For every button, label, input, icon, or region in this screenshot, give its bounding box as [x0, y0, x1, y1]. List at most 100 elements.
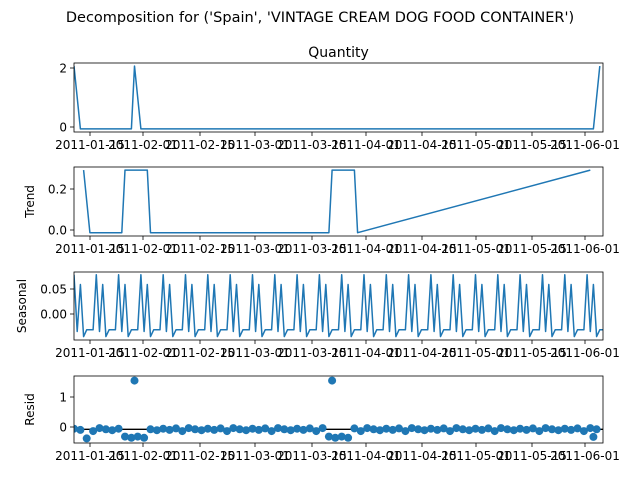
- resid-point: [490, 427, 499, 436]
- resid-point: [433, 425, 442, 434]
- resid-point: [146, 425, 155, 434]
- resid-point: [407, 424, 416, 433]
- plot-area: [74, 376, 603, 443]
- y-tick-label: 2: [59, 62, 67, 76]
- seasonal-line: [74, 274, 603, 338]
- axes-frame: [73, 271, 604, 341]
- resid-point: [140, 433, 149, 442]
- x-tick-label: 2011-05-01: [441, 449, 511, 463]
- resid-point: [560, 424, 569, 433]
- resid-point: [286, 426, 295, 435]
- resid-point: [95, 424, 104, 433]
- axes-frame: [73, 62, 604, 133]
- resid-point: [509, 426, 518, 435]
- x-tick-label: 2011-02-01: [108, 138, 178, 152]
- x-tick-label: 2011-06-01: [550, 242, 620, 256]
- resid-point: [375, 426, 384, 435]
- x-tick-label: 2011-02-15: [165, 449, 235, 463]
- resid-point: [484, 424, 493, 433]
- resid-point: [471, 424, 480, 433]
- resid-point: [446, 427, 454, 436]
- x-tick-label: 2011-01-15: [55, 449, 125, 463]
- resid-point: [318, 424, 327, 433]
- resid-point: [229, 424, 238, 433]
- x-tick-label: 2011-05-01: [441, 346, 511, 360]
- x-tick-label: 2011-03-01: [220, 242, 290, 256]
- resid-point: [369, 425, 378, 434]
- resid-point: [477, 425, 486, 434]
- resid-point: [567, 425, 576, 434]
- x-tick-label: 2011-06-01: [550, 138, 620, 152]
- panel-1: Quantity2011-01-152011-02-012011-02-1520…: [55, 45, 620, 152]
- resid-point: [426, 424, 435, 433]
- x-tick-label: 2011-05-01: [441, 138, 511, 152]
- x-tick-label: 2011-04-15: [387, 449, 457, 463]
- figure-suptitle: Decomposition for ('Spain', 'VINTAGE CRE…: [66, 10, 574, 26]
- resid-point: [350, 424, 359, 433]
- resid-point: [535, 427, 544, 436]
- resid-point-outlier: [589, 432, 598, 441]
- x-tick-label: 2011-04-01: [331, 346, 401, 360]
- resid-point: [178, 427, 187, 436]
- resid-point: [452, 424, 461, 433]
- resid-point: [242, 426, 251, 435]
- resid-point: [280, 425, 289, 434]
- resid-point: [89, 427, 98, 436]
- resid-point: [216, 424, 225, 433]
- y-tick-label: 0.05: [40, 283, 67, 297]
- x-tick-label: 2011-06-01: [550, 346, 620, 360]
- resid-point: [210, 425, 219, 434]
- x-tick-label: 2011-02-15: [165, 242, 235, 256]
- panel-3: Seasonal2011-01-152011-02-012011-02-1520…: [15, 271, 620, 360]
- x-tick-label: 2011-04-15: [387, 138, 457, 152]
- x-tick-label: 2011-05-15: [497, 242, 567, 256]
- resid-point: [254, 425, 263, 434]
- x-tick-label: 2011-02-01: [108, 346, 178, 360]
- resid-point: [503, 425, 512, 434]
- resid-point: [541, 424, 550, 433]
- y-tick-label: 0: [59, 421, 67, 435]
- x-tick-label: 2011-01-15: [55, 242, 125, 256]
- x-tick-label: 2011-01-15: [55, 346, 125, 360]
- resid-point: [522, 425, 531, 434]
- resid-point: [127, 433, 136, 442]
- resid-point: [395, 424, 403, 433]
- resid-point: [439, 424, 448, 433]
- x-tick-label: 2011-03-15: [277, 242, 347, 256]
- axes-frame: [73, 166, 604, 237]
- series-line: [74, 65, 601, 130]
- resid-point: [305, 424, 314, 433]
- x-tick-label: 2011-02-01: [108, 449, 178, 463]
- resid-point: [121, 432, 129, 441]
- plot-area: [74, 274, 603, 338]
- y-tick-label: 0.2: [48, 183, 67, 197]
- resid-point: [497, 424, 505, 433]
- x-tick-label: 2011-05-15: [497, 346, 567, 360]
- x-tick-label: 2011-01-15: [55, 138, 125, 152]
- resid-point: [274, 424, 282, 433]
- resid-point: [465, 426, 474, 435]
- resid-point: [528, 424, 537, 433]
- y-tick-label: 0: [59, 121, 67, 135]
- resid-point: [248, 424, 257, 433]
- x-tick-label: 2011-05-15: [497, 449, 567, 463]
- resid-point: [344, 433, 353, 442]
- resid-point: [299, 425, 308, 434]
- resid-point: [172, 424, 180, 433]
- resid-point: [420, 426, 429, 435]
- y-tick-label: 0.0: [48, 224, 67, 238]
- resid-point: [203, 424, 212, 433]
- x-tick-label: 2011-05-01: [441, 242, 511, 256]
- resid-point: [331, 433, 340, 442]
- resid-point: [159, 424, 168, 433]
- resid-point-outlier: [328, 376, 337, 385]
- x-tick-label: 2011-03-15: [277, 346, 347, 360]
- resid-point: [337, 432, 346, 441]
- resid-point: [261, 424, 270, 433]
- resid-point: [108, 426, 117, 435]
- x-tick-label: 2011-04-01: [331, 449, 401, 463]
- x-tick-label: 2011-03-01: [220, 346, 290, 360]
- resid-point: [401, 427, 410, 436]
- resid-point: [388, 425, 397, 434]
